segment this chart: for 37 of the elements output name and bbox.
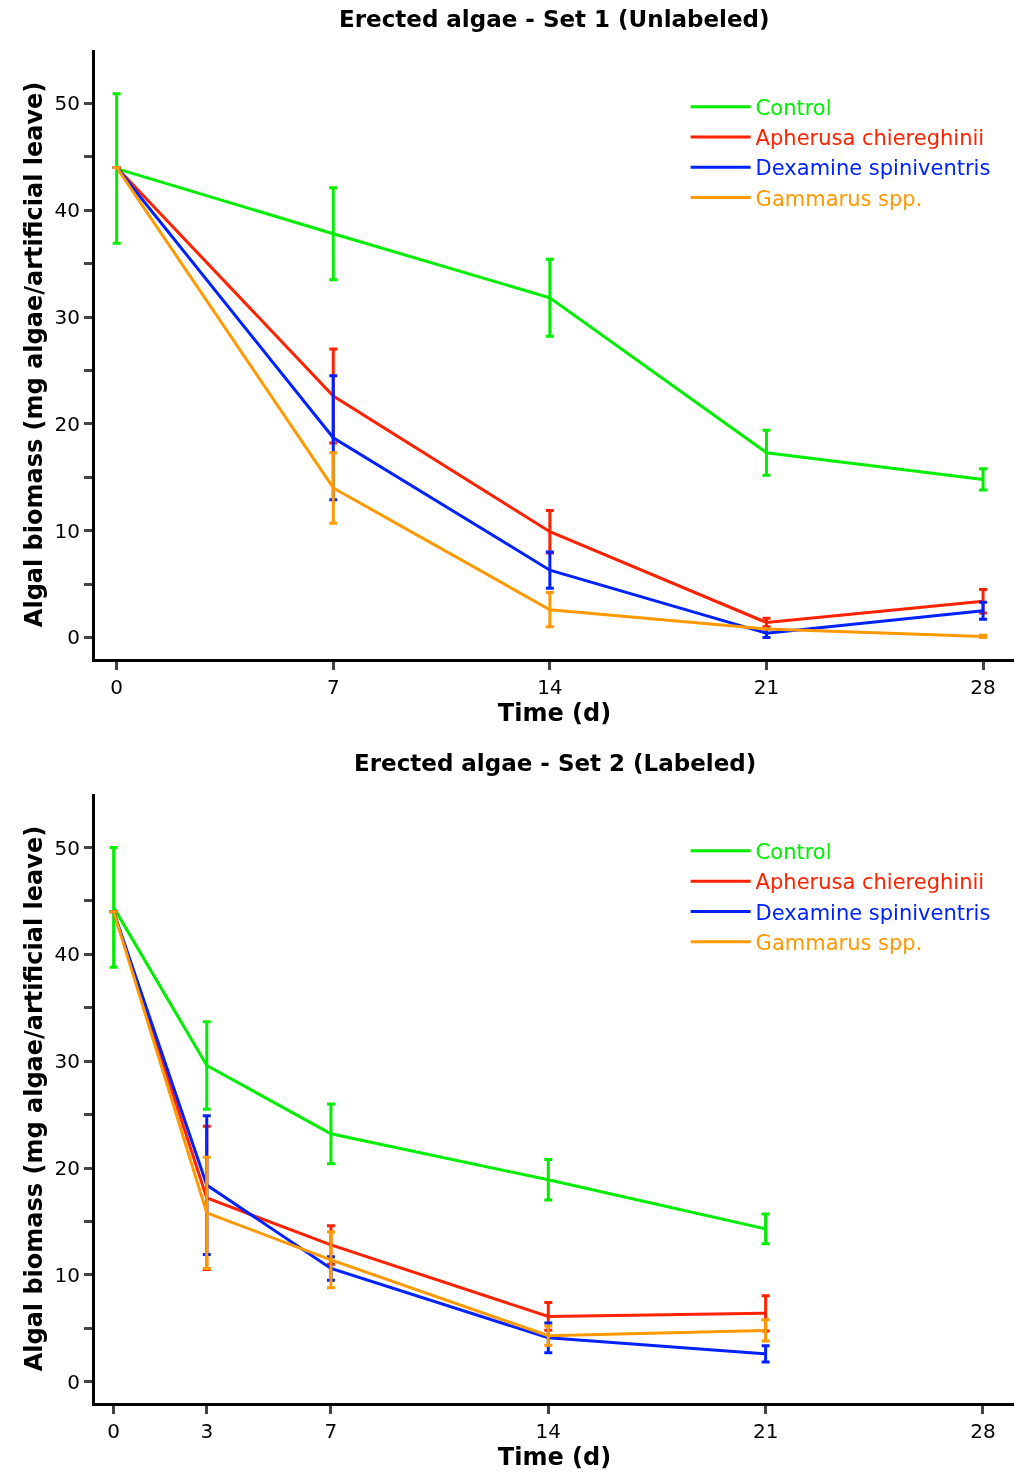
y-tick-label: 50 <box>54 835 80 860</box>
legend-label: Control <box>755 840 832 865</box>
legend-label: Control <box>755 95 832 120</box>
y-tick-label: 10 <box>54 518 80 543</box>
legend-label: Gammarus spp. <box>755 930 923 955</box>
x-tick-label: 21 <box>753 674 780 699</box>
x-tick-label: 28 <box>970 1419 996 1443</box>
x-tick-label: 3 <box>200 1419 214 1443</box>
x-tick-label: 0 <box>107 1419 120 1443</box>
y-axis-title: Algal biomass (mg algae/artificial leave) <box>19 825 48 1372</box>
legend-label: Dexamine spiniventris <box>755 156 991 181</box>
y-tick-label: 50 <box>54 91 80 116</box>
legend-label: Apherusa chiereghinii <box>755 126 985 151</box>
legend-label: Gammarus spp. <box>755 186 923 211</box>
legend-label: Apherusa chiereghinii <box>755 870 985 895</box>
y-tick-label: 40 <box>54 942 80 967</box>
x-tick-label: 7 <box>324 1419 338 1443</box>
y-tick-label: 30 <box>54 305 80 330</box>
y-tick-label: 20 <box>54 411 80 436</box>
x-tick-label: 7 <box>326 674 340 699</box>
legend-label: Dexamine spiniventris <box>755 900 991 925</box>
chart-title: Erected algae - Set 2 (Labeled) <box>354 750 757 776</box>
y-tick-label: 40 <box>54 198 80 223</box>
x-axis-title: Time (d) <box>497 1443 612 1471</box>
x-tick-label: 14 <box>537 674 563 699</box>
x-tick-label: 28 <box>970 674 996 699</box>
x-tick-label: 0 <box>110 674 124 699</box>
y-tick-label: 0 <box>67 1369 80 1394</box>
x-tick-label: 14 <box>535 1419 562 1443</box>
x-tick-label: 21 <box>752 1419 779 1443</box>
y-tick-label: 20 <box>54 1156 80 1181</box>
y-tick-label: 30 <box>54 1049 80 1074</box>
y-axis-title: Algal biomass (mg algae/artificial leave) <box>19 81 48 628</box>
y-tick-label: 0 <box>67 625 80 650</box>
chart-title: Erected algae - Set 1 (Unlabeled) <box>339 6 770 32</box>
x-axis-title: Time (d) <box>497 698 612 727</box>
y-tick-label: 10 <box>54 1262 80 1287</box>
